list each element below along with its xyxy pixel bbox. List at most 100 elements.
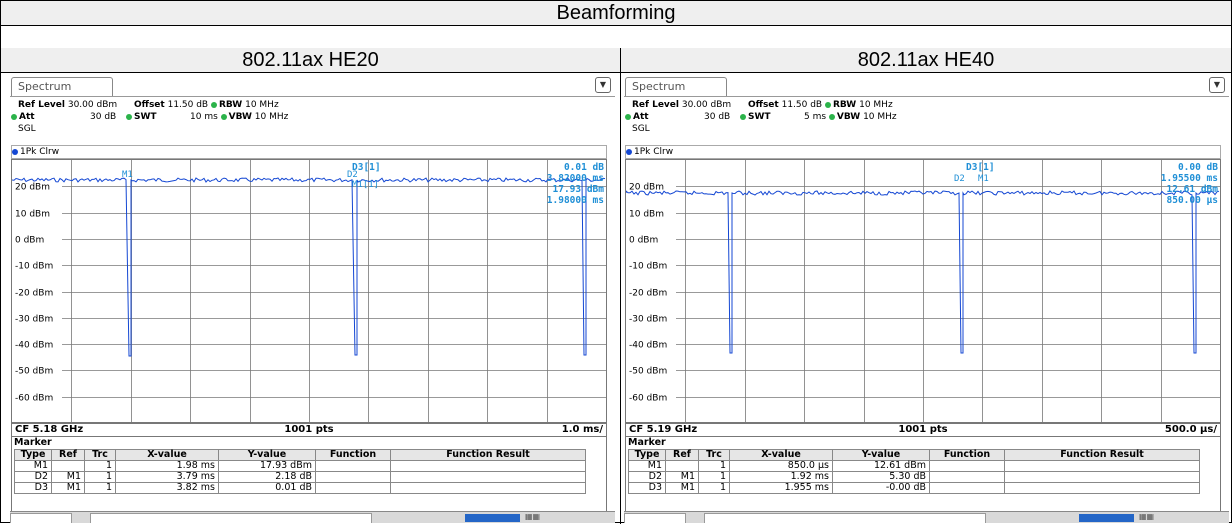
y-axis-label: -10 dBm xyxy=(629,262,667,272)
y-axis-label: 20 dBm xyxy=(15,183,50,193)
swt-setting: SWT xyxy=(126,112,157,122)
table-row: M1 1 1.98 ms 17.93 dBm xyxy=(14,460,586,472)
marker-table-cell: M1 xyxy=(628,460,666,472)
status-icon: ▦▦ xyxy=(525,512,541,521)
table-row: D2 M1 1 3.79 ms 2.18 dB xyxy=(14,471,586,483)
marker-table-header: X-value xyxy=(729,449,833,461)
marker-table-cell xyxy=(1004,471,1200,483)
marker-table-cell: D2 xyxy=(628,471,666,483)
marker-table-header: Function Result xyxy=(390,449,586,461)
y-axis-label: -20 dBm xyxy=(15,289,53,299)
marker-table-panel: Marker Type Ref Trc X-value Y-value Function F… xyxy=(11,436,607,512)
sweep-mode: SGL xyxy=(632,124,650,134)
center-frequency: CF 5.19 GHz xyxy=(629,424,698,435)
y-axis-label: 10 dBm xyxy=(15,210,50,220)
blank-row xyxy=(1,25,1231,47)
marker-readout-value: 12.61 dBm xyxy=(1167,184,1219,195)
status-bar: ▦▦ xyxy=(624,511,1229,523)
delta-marker-readout-name: D3[1] xyxy=(352,162,381,173)
spectrum-trace xyxy=(12,177,606,357)
marker-table-cell: M1 xyxy=(14,460,52,472)
marker-table-cell: 1 xyxy=(698,471,730,483)
column-heading-he20: 802.11ax HE20 xyxy=(1,48,620,73)
plot-marker-label: M1[1] xyxy=(352,180,379,190)
marker-table-header: Trc xyxy=(698,449,730,461)
y-axis-label: 20 dBm xyxy=(629,183,664,193)
ref-level-setting: Ref Level 30.00 dBm xyxy=(632,100,732,110)
y-axis-label: 0 dBm xyxy=(15,236,44,246)
plot-marker-label: D2 xyxy=(954,174,965,184)
plot-marker-label: M1 xyxy=(122,170,133,180)
spectrum-trace-svg: 20 dBm 10 dBm 0 dBm -10 dBm -20 dBm -30 dBm -4… xyxy=(12,160,606,423)
column-divider xyxy=(620,48,621,524)
marker-table-cell: -0.00 dB xyxy=(832,482,930,494)
offset-setting: Offset 11.50 dB RBW 10 MHz xyxy=(748,100,893,110)
plot-marker-label: D2 xyxy=(347,170,358,180)
marker-table-cell xyxy=(315,482,391,494)
plot-marker-label: M1 xyxy=(978,174,989,184)
table-row: D3 M1 1 1.955 ms -0.00 dB xyxy=(628,482,1200,494)
y-axis-label: -50 dBm xyxy=(15,367,53,377)
marker-readout-x: 850.00 μs xyxy=(1167,195,1218,206)
time-per-division: 1.0 ms/ xyxy=(561,424,603,435)
marker-table-cell: 1.955 ms xyxy=(729,482,833,494)
plot-footer: CF 5.18 GHz 1001 pts 1.0 ms/ xyxy=(11,422,607,437)
marker-table-title: Marker xyxy=(14,437,52,448)
delta-marker-readout-name: D3[1] xyxy=(966,162,995,173)
point-count: 1001 pts xyxy=(898,424,948,435)
table-row: M1 1 850.0 μs 12.61 dBm xyxy=(628,460,1200,472)
delta-marker-readout-x: 1.95500 ms xyxy=(1161,173,1218,184)
status-dot-icon xyxy=(210,101,217,108)
spectrum-plot[interactable]: 20 dBm 10 dBm 0 dBm -10 dBm -20 dBm -30 dBm -4… xyxy=(11,159,607,424)
status-message-field xyxy=(704,513,986,523)
marker-table-cell: 17.93 dBm xyxy=(218,460,316,472)
spectrum-plot[interactable]: 20 dBm 10 dBm 0 dBm -10 dBm -20 dBm -30 dBm -4… xyxy=(625,159,1221,424)
marker-table-cell: 1 xyxy=(84,471,116,483)
marker-table-cell: 1 xyxy=(84,482,116,494)
marker-table-cell: 0.01 dB xyxy=(218,482,316,494)
marker-table-cell xyxy=(929,471,1005,483)
tab-spectrum[interactable]: Spectrum xyxy=(11,77,113,96)
window-menu-icon[interactable]: ▼ xyxy=(1209,77,1225,93)
marker-table-header: Function Result xyxy=(1004,449,1200,461)
marker-table-header: Type xyxy=(14,449,52,461)
marker-table-cell: M1 xyxy=(665,471,699,483)
y-axis-label: 10 dBm xyxy=(629,210,664,220)
status-dot-icon xyxy=(220,113,227,120)
trace-dot-icon xyxy=(626,148,632,155)
marker-table-cell: 1 xyxy=(698,460,730,472)
marker-table-panel: Marker Type Ref Trc X-value Y-value Function F… xyxy=(625,436,1221,512)
offset-setting: Offset 11.50 dB RBW 10 MHz xyxy=(134,100,279,110)
table-row: D3 M1 1 3.82 ms 0.01 dB xyxy=(14,482,586,494)
y-axis-label: -60 dBm xyxy=(629,394,667,404)
marker-table-header: Function xyxy=(315,449,391,461)
marker-table-cell: 1.92 ms xyxy=(729,471,833,483)
status-dot-icon xyxy=(824,101,831,108)
marker-table-cell: D2 xyxy=(14,471,52,483)
trace-label: 1Pk Clrw xyxy=(11,145,607,159)
att-setting: Att xyxy=(625,112,649,122)
marker-table-cell: 1 xyxy=(698,482,730,494)
marker-table-header: Y-value xyxy=(218,449,316,461)
status-icon: ▦▦ xyxy=(1139,512,1155,521)
tab-underline xyxy=(624,96,1229,97)
marker-table-cell: 850.0 μs xyxy=(729,460,833,472)
status-dot-icon xyxy=(126,113,132,120)
swt-vbw-setting: 5 ms VBW 10 MHz xyxy=(804,112,897,122)
y-axis-label: -60 dBm xyxy=(15,394,53,404)
marker-table-cell xyxy=(929,482,1005,494)
marker-table-header: Ref xyxy=(51,449,85,461)
marker-table-cell xyxy=(390,482,586,494)
y-axis-label: -10 dBm xyxy=(15,262,53,272)
status-dot-icon xyxy=(828,113,835,120)
marker-table-cell: D3 xyxy=(14,482,52,494)
marker-table-cell xyxy=(665,460,699,472)
att-setting: Att xyxy=(11,112,35,122)
window-menu-icon[interactable]: ▼ xyxy=(595,77,611,93)
marker-table-cell: 1 xyxy=(84,460,116,472)
marker-table-header: Ref xyxy=(665,449,699,461)
progress-bar xyxy=(465,514,520,522)
marker-table-cell: M1 xyxy=(51,482,85,494)
tab-spectrum[interactable]: Spectrum xyxy=(625,77,727,96)
ref-level-setting: Ref Level 30.00 dBm xyxy=(18,100,118,110)
